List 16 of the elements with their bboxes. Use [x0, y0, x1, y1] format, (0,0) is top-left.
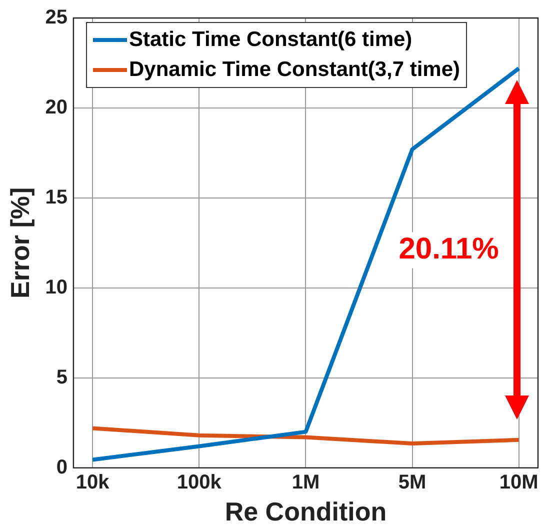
x-tick-label: 5M	[398, 471, 426, 494]
y-tick-label: 10	[45, 276, 68, 298]
y-tick-label: 20	[45, 96, 68, 118]
x-axis-title: Re Condition	[224, 496, 387, 527]
y-tick-label: 15	[45, 186, 68, 208]
y-tick-label: 5	[56, 366, 68, 388]
x-tick-label: 1M	[292, 471, 320, 494]
x-tick-label: 10M	[499, 471, 538, 494]
annotation: 20.11%	[398, 232, 499, 266]
x-tick-label: 10k	[76, 471, 110, 494]
y-tick-label: 25	[45, 6, 68, 29]
legend-label: Static Time Constant(6 time)	[128, 27, 414, 53]
legend-label: Dynamic Time Constant(3,7 time)	[128, 57, 460, 83]
y-axis-title: Error [%]	[4, 187, 35, 299]
y-tick-label: 0	[56, 456, 68, 478]
x-tick-label: 100k	[176, 471, 222, 494]
